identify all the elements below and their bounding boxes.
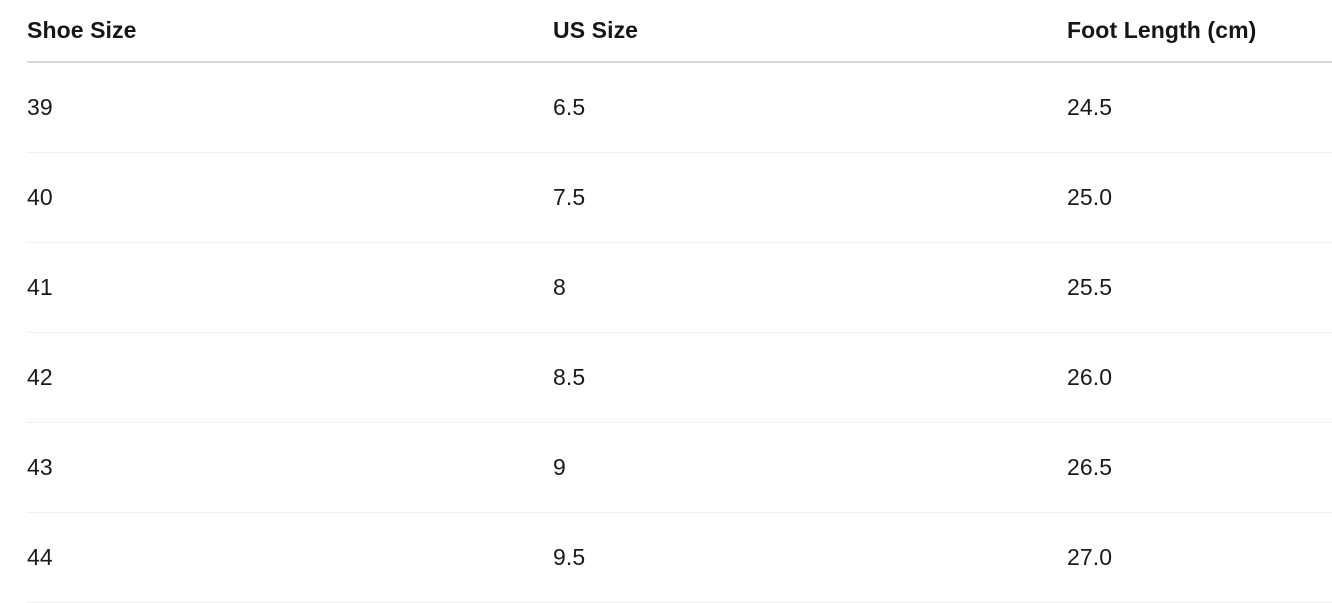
table-cell-shoe-size: 41	[27, 242, 553, 333]
column-header-shoe-size: Shoe Size	[27, 0, 553, 63]
table-row: 39 6.5 24.5	[27, 62, 1332, 153]
table-cell-us-size: 8.5	[553, 332, 1067, 423]
table-cell-shoe-size: 42	[27, 332, 553, 423]
table-cell-foot-length: 27.0	[1067, 512, 1332, 603]
table-cell-shoe-size: 44	[27, 512, 553, 603]
table-row: 40 7.5 25.0	[27, 152, 1332, 243]
table-cell-us-size: 9.5	[553, 512, 1067, 603]
table-row: 44 9.5 27.0	[27, 512, 1332, 603]
table-cell-shoe-size: 39	[27, 62, 553, 153]
table-row: 41 8 25.5	[27, 242, 1332, 333]
table-cell-us-size: 6.5	[553, 62, 1067, 153]
table-cell-foot-length: 26.5	[1067, 422, 1332, 513]
table-cell-us-size: 8	[553, 242, 1067, 333]
table-header-row: Shoe Size US Size Foot Length (cm)	[27, 0, 1332, 63]
column-header-us-size: US Size	[553, 0, 1067, 63]
column-header-foot-length: Foot Length (cm)	[1067, 0, 1332, 63]
table-row: 43 9 26.5	[27, 422, 1332, 513]
shoe-size-table: Shoe Size US Size Foot Length (cm) 39 6.…	[27, 0, 1332, 603]
table-row: 42 8.5 26.0	[27, 332, 1332, 423]
table-cell-foot-length: 25.5	[1067, 242, 1332, 333]
table-cell-foot-length: 26.0	[1067, 332, 1332, 423]
table-cell-us-size: 7.5	[553, 152, 1067, 243]
table-cell-shoe-size: 40	[27, 152, 553, 243]
table-cell-foot-length: 24.5	[1067, 62, 1332, 153]
table-cell-us-size: 9	[553, 422, 1067, 513]
table-cell-foot-length: 25.0	[1067, 152, 1332, 243]
table-cell-shoe-size: 43	[27, 422, 553, 513]
